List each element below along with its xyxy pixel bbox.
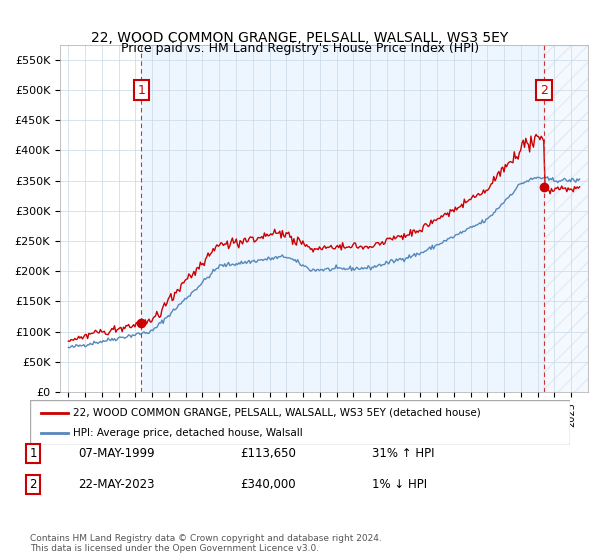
Text: 2: 2 (540, 83, 548, 96)
Text: 22, WOOD COMMON GRANGE, PELSALL, WALSALL, WS3 5EY: 22, WOOD COMMON GRANGE, PELSALL, WALSALL… (91, 31, 509, 45)
Text: Price paid vs. HM Land Registry's House Price Index (HPI): Price paid vs. HM Land Registry's House … (121, 42, 479, 55)
Bar (544, 45, 588, 392)
Text: 07-MAY-1999: 07-MAY-1999 (78, 447, 155, 460)
Text: £340,000: £340,000 (240, 478, 296, 491)
Text: 31% ↑ HPI: 31% ↑ HPI (372, 447, 434, 460)
Text: Contains HM Land Registry data © Crown copyright and database right 2024.
This d: Contains HM Land Registry data © Crown c… (30, 534, 382, 553)
Text: £113,650: £113,650 (240, 447, 296, 460)
Text: 22, WOOD COMMON GRANGE, PELSALL, WALSALL, WS3 5EY (detached house): 22, WOOD COMMON GRANGE, PELSALL, WALSALL… (73, 408, 481, 418)
Text: HPI: Average price, detached house, Walsall: HPI: Average price, detached house, Wals… (73, 428, 303, 438)
Text: 1: 1 (29, 447, 37, 460)
Text: 2: 2 (29, 478, 37, 491)
Text: 22-MAY-2023: 22-MAY-2023 (78, 478, 155, 491)
FancyBboxPatch shape (30, 400, 570, 445)
Bar (141, 45, 544, 392)
Text: 1: 1 (137, 83, 145, 96)
Text: 1% ↓ HPI: 1% ↓ HPI (372, 478, 427, 491)
